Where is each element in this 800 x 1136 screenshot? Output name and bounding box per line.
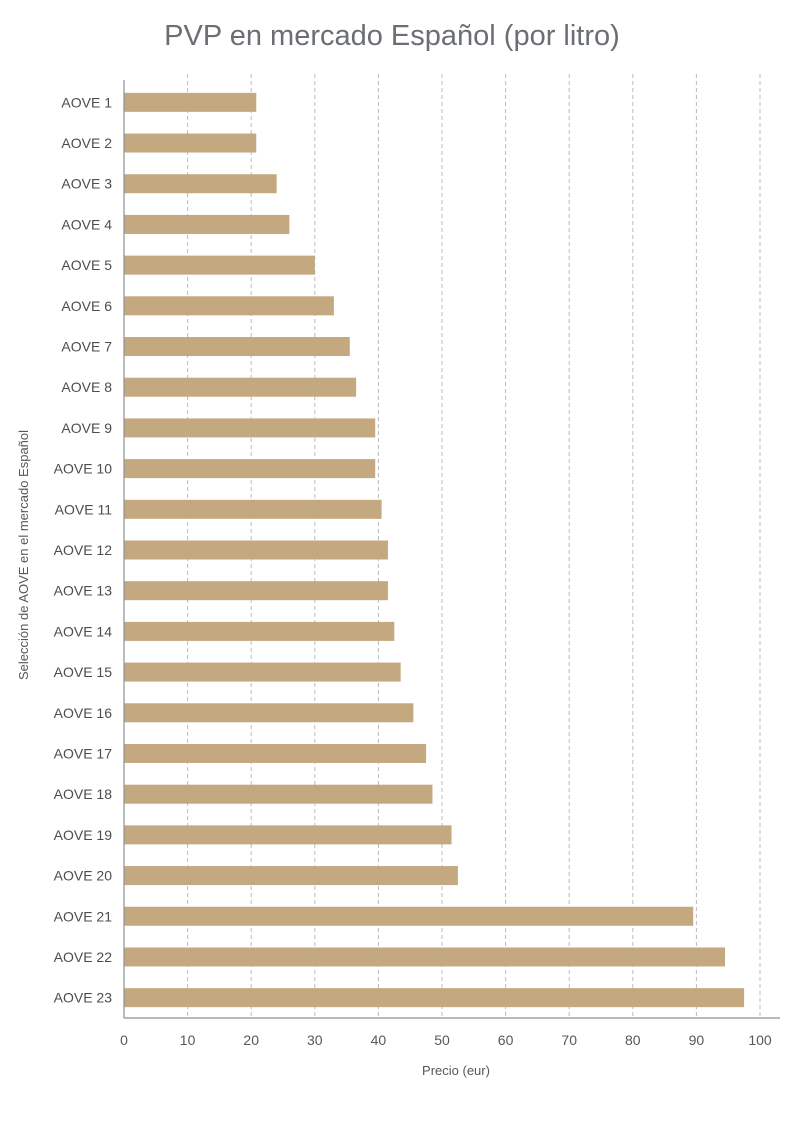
category-label: AOVE 4	[61, 216, 112, 232]
bar	[124, 377, 357, 397]
bar	[124, 906, 694, 926]
category-label: AOVE 12	[54, 542, 113, 558]
bar	[124, 784, 433, 804]
category-label: AOVE 5	[61, 257, 112, 273]
bars	[124, 92, 745, 1008]
category-label: AOVE 6	[61, 298, 112, 314]
category-label: AOVE 9	[61, 420, 112, 436]
bar	[124, 947, 726, 967]
x-axis-label: Precio (eur)	[422, 1063, 490, 1078]
x-tick-label: 40	[371, 1032, 387, 1048]
x-tick-label: 90	[689, 1032, 705, 1048]
category-label: AOVE 1	[61, 94, 112, 110]
x-tick-label: 100	[748, 1032, 772, 1048]
x-tick-label: 10	[180, 1032, 196, 1048]
category-label: AOVE 20	[54, 868, 113, 884]
bar	[124, 418, 376, 438]
category-label: AOVE 3	[61, 176, 112, 192]
category-labels: AOVE 1 AOVE 2 AOVE 3 AOVE 4 AOVE 5 AOVE 6 AOVE…	[54, 94, 113, 1005]
category-label: AOVE 10	[54, 461, 113, 477]
x-tick-label: 80	[625, 1032, 641, 1048]
x-tick-label: 70	[561, 1032, 577, 1048]
bar	[124, 703, 414, 723]
category-label: AOVE 22	[54, 949, 113, 965]
category-label: AOVE 21	[54, 908, 113, 924]
bar	[124, 174, 277, 194]
bar	[124, 133, 257, 153]
bar	[124, 92, 257, 112]
category-label: AOVE 2	[61, 135, 112, 151]
bar	[124, 459, 376, 479]
category-label: AOVE 19	[54, 827, 113, 843]
bar	[124, 988, 745, 1008]
bar	[124, 337, 350, 357]
category-label: AOVE 7	[61, 339, 112, 355]
category-label: AOVE 23	[54, 990, 113, 1006]
bar	[124, 255, 315, 275]
category-label: AOVE 15	[54, 664, 113, 680]
category-label: AOVE 17	[54, 745, 113, 761]
bar	[124, 499, 382, 519]
category-label: AOVE 13	[54, 583, 113, 599]
x-tick-label: 30	[307, 1032, 323, 1048]
category-label: AOVE 11	[55, 501, 113, 517]
bar	[124, 743, 427, 763]
category-label: AOVE 8	[61, 379, 112, 395]
bar	[124, 214, 290, 234]
bar	[124, 825, 452, 845]
category-label: AOVE 14	[54, 623, 113, 639]
category-label: AOVE 18	[54, 786, 113, 802]
x-tick-label: 50	[434, 1032, 450, 1048]
chart-title: PVP en mercado Español (por litro)	[164, 20, 620, 52]
bar	[124, 621, 395, 641]
x-tick-label: 0	[120, 1032, 128, 1048]
bar	[124, 866, 458, 886]
bar	[124, 662, 401, 682]
x-tick-label: 60	[498, 1032, 514, 1048]
bar	[124, 296, 334, 316]
bar	[124, 581, 388, 601]
x-tick-label: 20	[243, 1032, 259, 1048]
y-axis-label: Selección de AOVE en el mercado Español	[16, 430, 31, 680]
bar	[124, 540, 388, 560]
x-tick-labels: 0 10 20 30 40 50 60 70 80 90 100	[120, 1032, 772, 1048]
category-label: AOVE 16	[54, 705, 113, 721]
